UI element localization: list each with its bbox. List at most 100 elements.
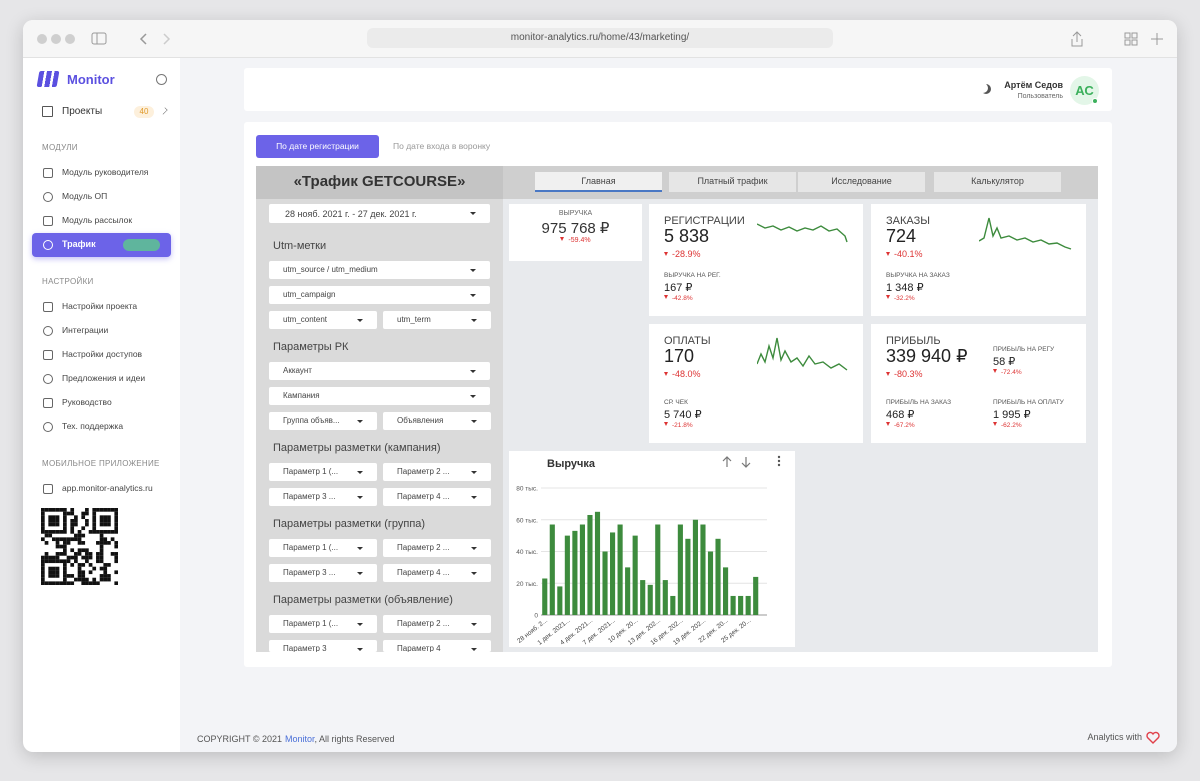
minimize-button[interactable] xyxy=(51,34,61,44)
qr-module xyxy=(48,574,53,578)
menu-item[interactable]: Предложения и идеи xyxy=(62,373,146,383)
menu-item[interactable]: Трафик xyxy=(62,239,96,249)
report-tab[interactable]: Калькулятор xyxy=(934,172,1061,192)
qr-module xyxy=(103,566,108,571)
qr-module xyxy=(103,570,108,575)
heart-shape xyxy=(1146,731,1160,744)
menu-item[interactable]: app.monitor-analytics.ru xyxy=(62,483,153,493)
filter-dropdown[interactable]: Параметр 3 ... xyxy=(269,488,377,506)
qr-module xyxy=(92,519,97,523)
menu-item[interactable]: Модуль ОП xyxy=(62,191,108,201)
footer-brand[interactable]: Monitor xyxy=(285,734,315,744)
report-tab[interactable]: Исследование xyxy=(798,172,925,192)
menu-item[interactable]: Руководство xyxy=(62,397,112,407)
qr-module xyxy=(77,537,82,542)
qr-module xyxy=(99,577,104,582)
qr-module xyxy=(85,548,89,553)
filter-dropdown[interactable]: Параметр 1 (... xyxy=(269,463,377,481)
menu-item[interactable]: Интеграции xyxy=(62,325,109,335)
qr-module xyxy=(41,519,45,523)
filter-dropdown[interactable]: utm_campaign xyxy=(269,286,490,304)
filter-dropdown[interactable]: Параметр 4 xyxy=(383,640,491,652)
filter-dropdown[interactable]: utm_term xyxy=(383,311,491,329)
filter-dropdown[interactable]: Кампания xyxy=(269,387,490,405)
filter-dropdown[interactable]: utm_source / utm_medium xyxy=(269,261,490,279)
bar xyxy=(685,538,691,615)
qr-module xyxy=(114,508,118,512)
qr-module xyxy=(70,526,75,531)
bar xyxy=(745,595,751,615)
qr-module xyxy=(81,541,86,545)
toolbar-right-icons[interactable] xyxy=(1068,29,1168,49)
projects-badge: 40 xyxy=(134,106,154,118)
menu-item[interactable]: Настройки проекта xyxy=(62,301,138,311)
qr-module xyxy=(52,537,56,542)
filter-dropdown[interactable]: Группа объяв... xyxy=(269,412,377,430)
qr-module xyxy=(99,519,104,523)
kpi-label: ЗАКАЗЫ xyxy=(886,215,930,227)
kpi-sub-value: 58 ₽ xyxy=(993,356,1016,368)
date-tab-active[interactable]: По дате регистрации xyxy=(256,135,379,158)
menu-item[interactable]: Модуль рассылок xyxy=(62,215,133,225)
qr-module xyxy=(110,530,115,534)
menu-item[interactable]: Модуль руководителя xyxy=(62,167,149,177)
filter-dropdown[interactable]: Параметр 4 ... xyxy=(383,488,491,506)
qr-module xyxy=(55,555,60,560)
zoom-button[interactable] xyxy=(65,34,75,44)
kpi-delta: -40.1% xyxy=(886,249,923,259)
qr-code xyxy=(41,508,118,585)
qr-module xyxy=(77,563,82,567)
avatar[interactable]: АС xyxy=(1070,76,1099,105)
report-tab[interactable]: Платный трафик xyxy=(669,172,796,192)
qr-module xyxy=(99,522,104,527)
kpi-label: ОПЛАТЫ xyxy=(664,335,711,347)
qr-module xyxy=(99,548,104,553)
date-range[interactable]: 28 нояб. 2021 г. - 27 дек. 2021 г. xyxy=(269,204,490,223)
qr-module xyxy=(81,577,86,582)
qr-module xyxy=(107,508,111,512)
qr-module xyxy=(63,559,67,564)
qr-module xyxy=(74,537,78,542)
filter-dropdown[interactable]: utm_content xyxy=(269,311,377,329)
date-tab[interactable]: По дате входа в воронку xyxy=(393,141,491,151)
qr-module xyxy=(85,522,89,527)
qr-module xyxy=(74,577,78,582)
projects-link[interactable]: Проекты xyxy=(62,106,103,117)
qr-module xyxy=(63,530,67,534)
qr-module xyxy=(81,533,86,538)
qr-module xyxy=(77,552,82,556)
report-title-cell xyxy=(256,166,503,199)
qr-module xyxy=(107,574,111,578)
filter-dropdown[interactable]: Параметр 3 ... xyxy=(269,564,377,582)
filter-dropdown[interactable]: Параметр 2 ... xyxy=(383,539,491,557)
filter-dropdown[interactable]: Параметр 3 xyxy=(269,640,377,652)
qr-module xyxy=(85,555,89,560)
filter-dropdown[interactable]: Параметр 2 ... xyxy=(383,615,491,633)
menu-item[interactable]: Настройки доступов xyxy=(62,349,143,359)
qr-module xyxy=(41,526,45,531)
nav-icons[interactable] xyxy=(90,30,180,48)
close-button[interactable] xyxy=(37,34,47,44)
footer-credit: Analytics with xyxy=(1087,732,1142,742)
url-bar[interactable] xyxy=(367,28,833,48)
filter-dropdown[interactable]: Объявления xyxy=(383,412,491,430)
qr-module xyxy=(48,555,53,560)
qr-module xyxy=(107,522,111,527)
sort-icons xyxy=(722,456,751,468)
filter-dropdown[interactable]: Параметр 2 ... xyxy=(383,463,491,481)
filter-dropdown[interactable]: Параметр 1 (... xyxy=(269,539,377,557)
qr-module xyxy=(88,581,93,585)
bar xyxy=(738,595,744,615)
filter-dropdown[interactable]: Параметр 1 (... xyxy=(269,615,377,633)
qr-module xyxy=(66,555,71,560)
kpi-sub-label: СР. ЧЕК xyxy=(664,399,688,406)
qr-module xyxy=(66,581,71,585)
kpi-delta: -80.3% xyxy=(886,369,923,379)
qr-module xyxy=(52,522,56,527)
filter-dropdown[interactable]: Аккаунт xyxy=(269,362,490,380)
settings-icon[interactable] xyxy=(156,74,167,85)
filter-dropdown[interactable]: Параметр 4 ... xyxy=(383,564,491,582)
report-tab[interactable]: Главная xyxy=(535,172,662,192)
menu-item[interactable]: Тех. поддержка xyxy=(62,421,124,431)
qr-module xyxy=(103,541,108,545)
